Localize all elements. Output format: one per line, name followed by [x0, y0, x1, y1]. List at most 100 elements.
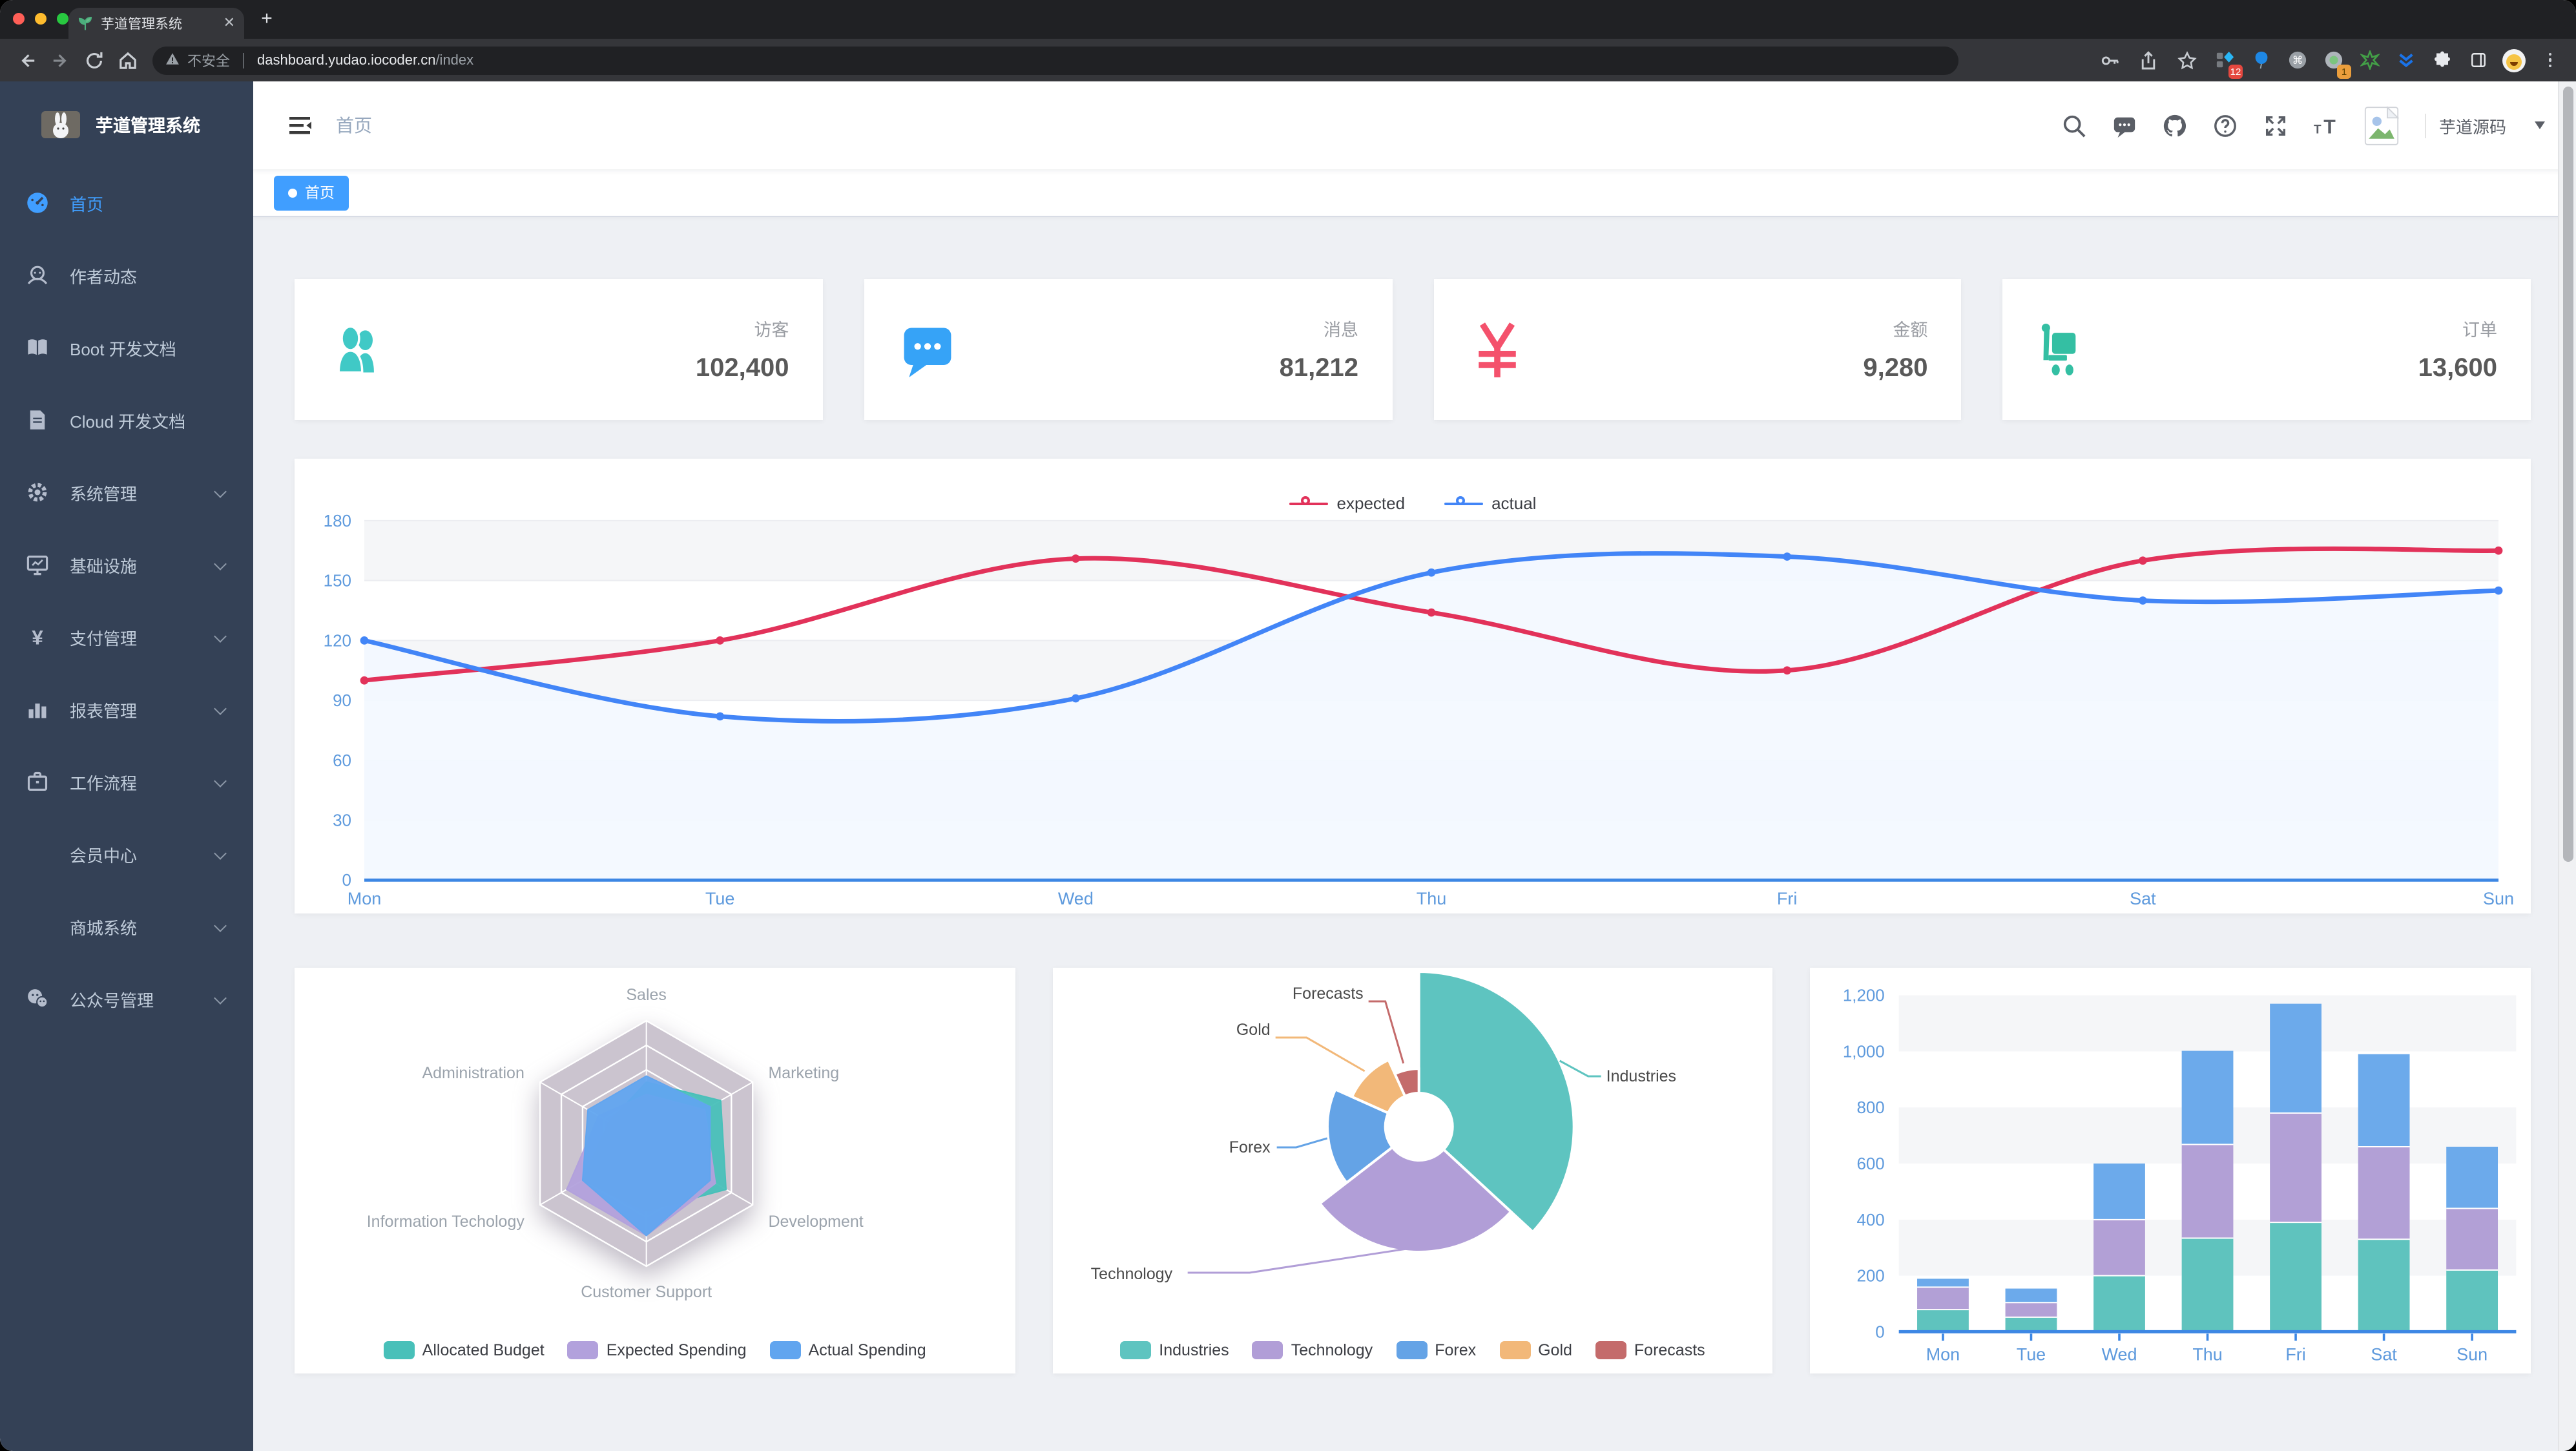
pie-chart-legend: Industries Technology Forex Gold Forecasts	[1052, 1341, 1772, 1359]
legend-item[interactable]: Technology	[1252, 1341, 1373, 1359]
legend-swatch	[567, 1341, 599, 1359]
toolbar-right: 12 ⌘ 1	[2093, 43, 2566, 78]
legend-item[interactable]: Actual Spending	[769, 1341, 926, 1359]
extension-circle-icon[interactable]: 1	[2318, 45, 2351, 78]
extension-chevrons-icon[interactable]	[2390, 45, 2421, 76]
extension-balloon-icon[interactable]	[2245, 45, 2276, 76]
pie-chart-card: Industries Technology Forex Gold Forecasts I…	[1052, 968, 1773, 1373]
stat-card[interactable]: 订单 13,600	[2002, 279, 2531, 420]
svg-text:Mon: Mon	[1926, 1344, 1960, 1364]
github-icon[interactable]	[2163, 113, 2187, 138]
svg-text:0: 0	[1876, 1323, 1885, 1341]
sidebar-item[interactable]: 会员中心	[0, 818, 253, 890]
sidebar-toggle[interactable]	[287, 112, 313, 138]
scrollbar-thumb[interactable]	[2562, 87, 2573, 862]
radar-chart[interactable]: Sales Administration Information Techology…	[295, 968, 1015, 1373]
svg-text:800: 800	[1857, 1099, 1885, 1117]
legend-item[interactable]: Forecasts	[1595, 1341, 1705, 1359]
extensions-puzzle-icon[interactable]	[2426, 45, 2457, 76]
sidebar-item-label: 首页	[70, 194, 104, 214]
side-panel-icon[interactable]	[2462, 45, 2493, 76]
legend-swatch	[1252, 1341, 1283, 1359]
breadcrumb[interactable]: 首页	[336, 115, 372, 136]
sidebar-item[interactable]: 公众号管理	[0, 963, 253, 1035]
reload-button[interactable]	[78, 43, 111, 77]
url-path: /index	[435, 52, 474, 68]
tab-close-icon[interactable]: ✕	[223, 15, 235, 30]
help-icon[interactable]	[2213, 113, 2238, 138]
svg-text:Sat: Sat	[2371, 1344, 2398, 1364]
bookmark-star-icon[interactable]	[2170, 43, 2204, 77]
sidebar-item[interactable]: ¥ 支付管理	[0, 601, 253, 673]
profile-avatar[interactable]	[2498, 45, 2529, 76]
browser-tab[interactable]: 芋道管理系统 ✕	[68, 8, 244, 39]
pie-chart[interactable]: Industries Technology Forex Gold Forecasts	[1052, 968, 1772, 1373]
svg-text:Forex: Forex	[1229, 1138, 1270, 1156]
not-secure-icon	[165, 51, 180, 69]
stat-card[interactable]: 金额 9,280	[1433, 279, 1962, 420]
search-icon[interactable]	[2062, 113, 2086, 138]
legend-marker-icon	[1444, 496, 1483, 511]
user-avatar[interactable]	[2364, 105, 2399, 145]
author-icon	[26, 264, 49, 287]
stat-card[interactable]: 消息 81,212	[864, 279, 1392, 420]
extension-tag-icon[interactable]: 12	[2209, 45, 2243, 78]
legend-item[interactable]: actual	[1444, 494, 1536, 513]
dashboard-icon	[26, 191, 49, 214]
line-chart[interactable]: 0 30 60 90 120 150 180 Mon Tue Wed Thu Fri Sat Sun	[295, 513, 2531, 911]
fullscreen-icon[interactable]	[2263, 113, 2288, 138]
minimize-window-button[interactable]	[35, 13, 47, 25]
message-icon[interactable]	[2112, 113, 2137, 138]
stat-label: 访客	[754, 320, 789, 340]
url-bar[interactable]: 不安全 dashboard.yudao.iocoder.cn/index	[152, 46, 1958, 74]
sidebar-item[interactable]: 作者动态	[0, 239, 253, 311]
message-icon	[898, 320, 957, 379]
legend-label: Technology	[1291, 1341, 1373, 1359]
extension-command-icon[interactable]: ⌘	[2281, 45, 2312, 76]
legend-item[interactable]: expected	[1289, 494, 1405, 513]
page-scrollbar[interactable]	[2558, 81, 2576, 1451]
sidebar-item[interactable]: 报表管理	[0, 673, 253, 746]
svg-text:0: 0	[342, 872, 351, 890]
home-button[interactable]	[111, 43, 145, 77]
tag-home[interactable]: 首页	[274, 175, 349, 210]
sidebar-item[interactable]: Boot 开发文档	[0, 311, 253, 384]
browser-menu-icon[interactable]	[2535, 45, 2566, 76]
sidebar-item[interactable]: Cloud 开发文档	[0, 384, 253, 456]
sidebar-item-label: 商城系统	[70, 918, 138, 937]
legend-item[interactable]: Forex	[1396, 1341, 1476, 1359]
extension-star-icon[interactable]	[2354, 45, 2385, 76]
stat-panel-group: 访客 102,400 消息 81,212 金额 9,280 订单 13,600	[295, 279, 2531, 420]
svg-text:Fri: Fri	[1777, 889, 1797, 908]
stat-card[interactable]: 访客 102,400	[295, 279, 823, 420]
sidebar-item[interactable]: 基础设施	[0, 528, 253, 601]
close-window-button[interactable]	[13, 13, 25, 25]
chevron-down-icon[interactable]	[2535, 121, 2545, 129]
svg-text:150: 150	[324, 572, 351, 590]
sidebar-item[interactable]: 工作流程	[0, 746, 253, 818]
sidebar-item[interactable]: 系统管理	[0, 456, 253, 528]
sidebar-item[interactable]: 商城系统	[0, 890, 253, 963]
app-logo[interactable]: 芋道管理系统	[0, 81, 253, 167]
legend-item[interactable]: Allocated Budget	[383, 1341, 545, 1359]
share-icon[interactable]	[2132, 43, 2165, 77]
legend-item[interactable]: Gold	[1499, 1341, 1572, 1359]
legend-label: Allocated Budget	[422, 1341, 545, 1359]
forward-button[interactable]	[44, 43, 78, 77]
bar-chart[interactable]: Mon Tue Wed Thu Fri Sat Sun 0 200 400 600 800 1,000 1…	[1811, 968, 2531, 1373]
yen-icon: ¥	[26, 625, 49, 649]
gear-icon	[26, 481, 49, 504]
password-key-icon[interactable]	[2093, 43, 2126, 77]
username[interactable]: 芋道源码	[2424, 113, 2506, 138]
back-button[interactable]	[10, 43, 44, 77]
zoom-window-button[interactable]	[57, 13, 68, 25]
svg-text:Wed: Wed	[1058, 889, 1094, 908]
legend-item[interactable]: Industries	[1120, 1341, 1229, 1359]
new-tab-button[interactable]: +	[261, 8, 273, 30]
sidebar-item[interactable]: 首页	[0, 167, 253, 239]
legend-item[interactable]: Expected Spending	[567, 1341, 747, 1359]
chevron-down-icon	[214, 992, 227, 1005]
